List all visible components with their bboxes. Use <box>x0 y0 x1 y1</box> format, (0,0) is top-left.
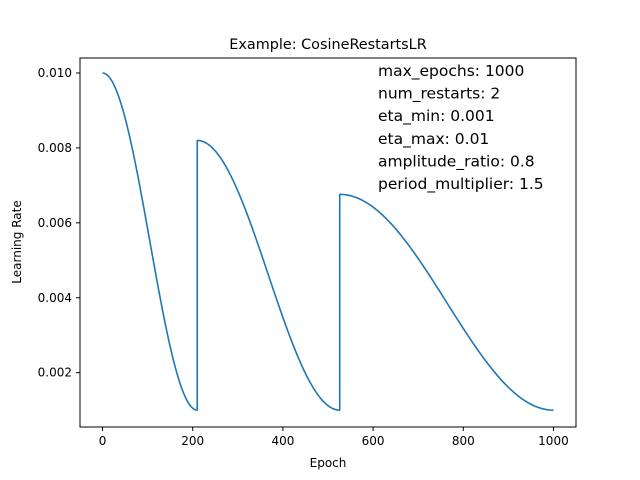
y-tick-label: 0.010 <box>38 66 72 80</box>
x-tick-label: 200 <box>181 434 204 448</box>
x-axis: 0 200 400 600 800 1000 <box>99 427 569 448</box>
y-tick-label: 0.004 <box>38 291 72 305</box>
y-tick-label: 0.002 <box>38 366 72 380</box>
series-layer <box>102 72 554 411</box>
axes-frame <box>79 57 577 428</box>
parameter-annotation: amplitude_ratio: 0.8 <box>378 152 535 171</box>
chart-title: Example: CosineRestartsLR <box>229 37 426 53</box>
y-axis-label: Learning Rate <box>10 200 24 283</box>
x-tick-label: 1000 <box>538 434 569 448</box>
y-tick-label: 0.008 <box>38 141 72 155</box>
x-tick-label: 800 <box>452 434 475 448</box>
x-tick-label: 400 <box>271 434 294 448</box>
parameter-annotation: eta_max: 0.01 <box>378 130 489 149</box>
x-axis-label: Epoch <box>310 456 347 470</box>
parameter-annotations: max_epochs: 1000 num_restarts: 2 eta_min: … <box>378 62 544 194</box>
parameter-annotation: max_epochs: 1000 <box>378 62 524 81</box>
parameter-annotation: eta_min: 0.001 <box>378 107 495 126</box>
plot-area <box>79 57 577 428</box>
parameter-annotation: period_multiplier: 1.5 <box>378 175 544 194</box>
x-tick-label: 0 <box>99 434 107 448</box>
y-axis: 0.002 0.004 0.006 0.008 0.010 <box>38 66 80 380</box>
x-tick-label: 600 <box>362 434 385 448</box>
learning-rate-line <box>102 72 554 411</box>
y-tick-label: 0.006 <box>38 216 72 230</box>
parameter-annotation: num_restarts: 2 <box>378 85 500 104</box>
